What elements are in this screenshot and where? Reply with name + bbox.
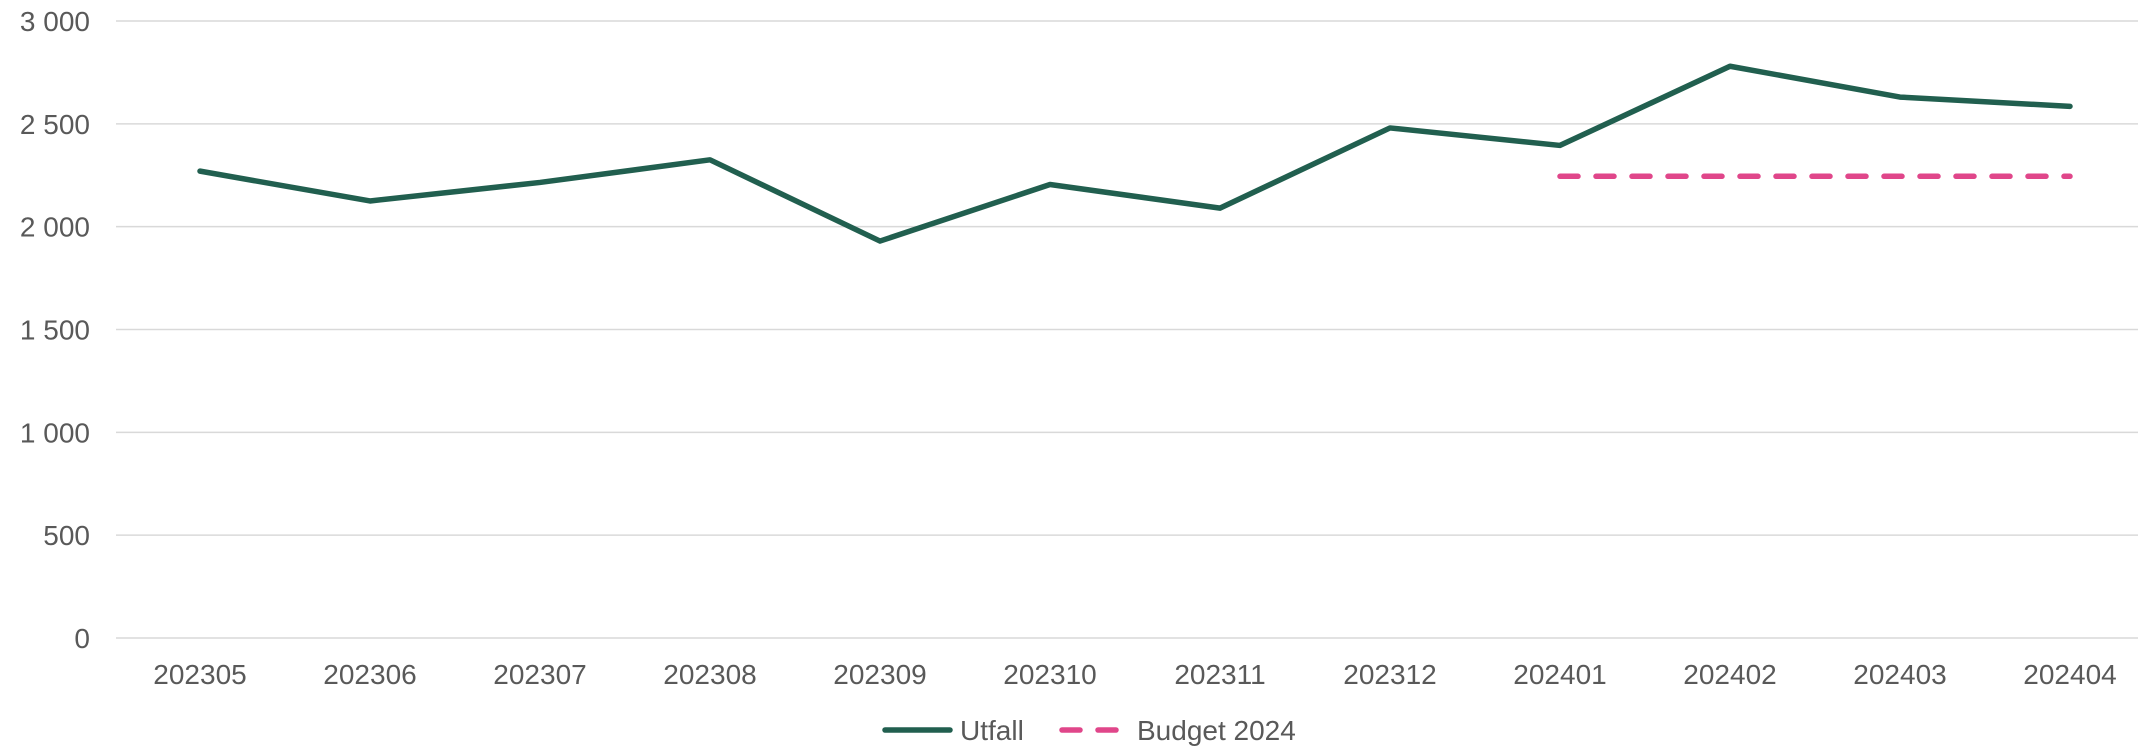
legend: Utfall Budget 2024 — [882, 715, 1296, 746]
data-point — [1557, 174, 1562, 179]
legend-label: Budget 2024 — [1137, 715, 1296, 746]
data-point — [197, 168, 202, 173]
x-tick-label: 202310 — [1003, 659, 1096, 690]
x-tick-label: 202312 — [1343, 659, 1436, 690]
data-point — [1047, 182, 1052, 187]
x-tick-label: 202307 — [493, 659, 586, 690]
data-point — [1897, 174, 1902, 179]
y-tick-label: 1 000 — [20, 417, 90, 448]
x-tick-label: 202311 — [1174, 659, 1265, 690]
data-point — [1897, 94, 1902, 99]
data-point — [367, 198, 372, 203]
data-point — [1727, 64, 1732, 69]
data-point — [2067, 174, 2072, 179]
x-axis: 202305 202306 202307 202308 202309 202310 2023… — [153, 659, 2116, 690]
y-tick-label: 2 500 — [20, 109, 90, 140]
data-point — [537, 180, 542, 185]
x-tick-label: 202308 — [663, 659, 756, 690]
y-tick-label: 500 — [43, 520, 90, 551]
x-tick-label: 202402 — [1683, 659, 1776, 690]
y-tick-label: 1 500 — [20, 315, 90, 346]
x-tick-label: 202305 — [153, 659, 246, 690]
x-tick-label: 202401 — [1513, 659, 1606, 690]
data-point — [2067, 104, 2072, 109]
data-point — [1557, 143, 1562, 148]
y-tick-label: 0 — [74, 623, 90, 654]
data-point — [707, 157, 712, 162]
data-point — [1217, 205, 1222, 210]
data-point — [877, 238, 882, 243]
y-axis: 0 500 1 000 1 500 2 000 2 500 3 000 — [20, 6, 90, 654]
series-layer — [197, 63, 2073, 244]
x-tick-label: 202404 — [2023, 659, 2116, 690]
gridlines — [116, 20, 2138, 639]
y-tick-label: 2 000 — [20, 212, 90, 243]
data-point — [1727, 174, 1732, 179]
y-tick-label: 3 000 — [20, 6, 90, 37]
series-line-utfall — [197, 63, 2073, 244]
x-tick-label: 202309 — [833, 659, 926, 690]
data-point — [1387, 125, 1392, 130]
x-tick-label: 202403 — [1853, 659, 1946, 690]
x-tick-label: 202306 — [323, 659, 416, 690]
legend-label: Utfall — [960, 715, 1024, 746]
